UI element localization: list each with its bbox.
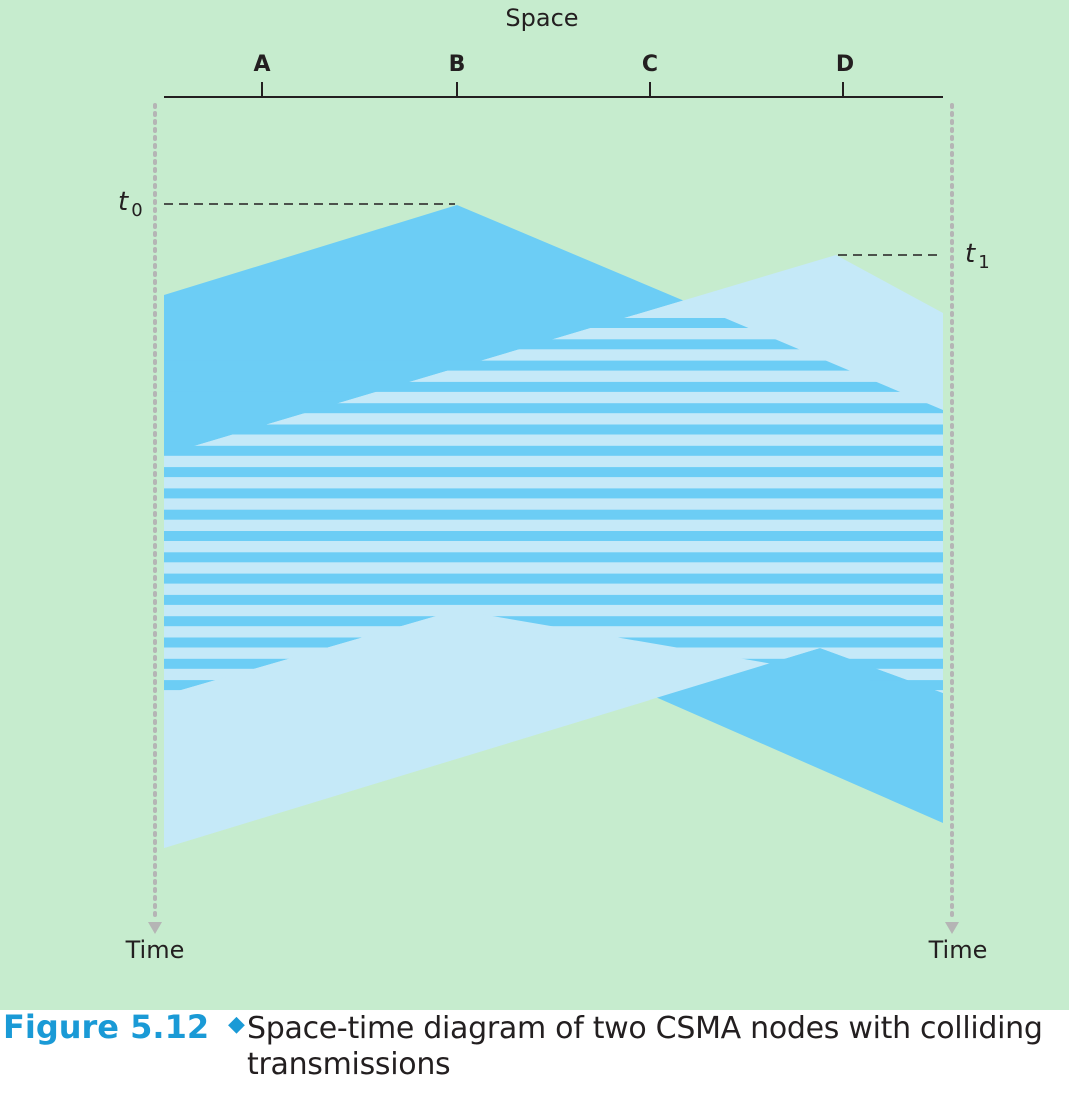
node-label-c: C xyxy=(642,52,658,77)
collision-stripe xyxy=(164,531,943,541)
collision-stripe xyxy=(164,594,943,605)
collision-stripe xyxy=(164,488,943,499)
collision-stripe xyxy=(164,445,943,456)
collision-stripe xyxy=(164,552,943,563)
collision-stripe xyxy=(164,318,943,328)
node-label-b: B xyxy=(449,52,466,77)
collision-stripe xyxy=(164,360,943,371)
node-label-d: D xyxy=(836,52,854,77)
caption-text: Space-time diagram of two CSMA nodes wit… xyxy=(247,1011,1043,1082)
collision-stripe xyxy=(164,403,943,414)
time-arrow-left-icon xyxy=(148,922,162,934)
transmission-d-tail xyxy=(164,610,650,848)
collision-stripe xyxy=(164,339,943,350)
collision-stripe xyxy=(164,467,943,478)
collision-stripe xyxy=(164,424,943,435)
time-label-left: Time xyxy=(125,936,185,964)
time-label-right: Time xyxy=(928,936,988,964)
collision-stripe xyxy=(164,616,943,627)
collision-stripe xyxy=(164,509,943,520)
figure-number: Figure 5.12 xyxy=(3,1008,210,1046)
node-label-a: A xyxy=(253,52,270,77)
collision-stripe xyxy=(164,381,943,392)
space-label: Space xyxy=(505,4,578,32)
time-arrow-right-icon xyxy=(945,922,959,934)
collision-stripe xyxy=(164,573,943,584)
diamond-icon: ◆ xyxy=(228,1012,245,1037)
